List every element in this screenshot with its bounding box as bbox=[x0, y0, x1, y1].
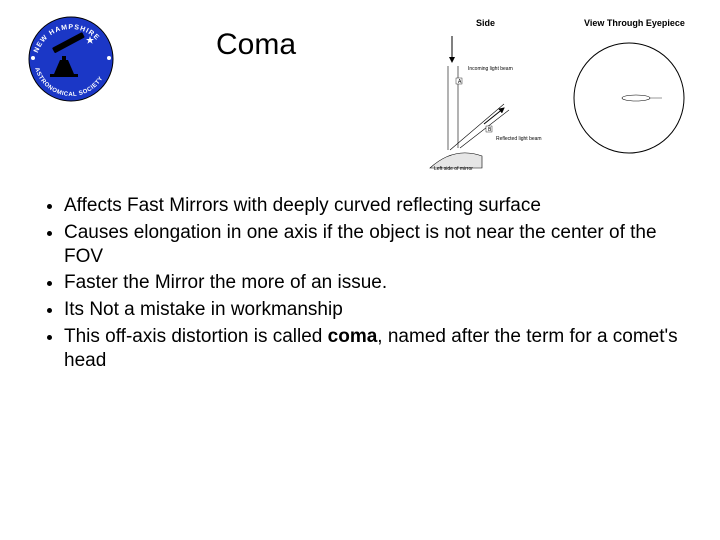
list-item: This off-axis distortion is called coma,… bbox=[64, 325, 680, 373]
incoming-beam-label: Incoming light beam bbox=[468, 66, 513, 72]
bullet-text: Causes elongation in one axis if the obj… bbox=[64, 222, 657, 267]
list-item: Faster the Mirror the more of an issue. bbox=[64, 271, 680, 295]
society-logo: NEW HAMPSHIRE ASTRONOMICAL SOCIETY bbox=[16, 14, 126, 104]
coma-diagram: Side View Through Eyepiece bbox=[414, 18, 714, 176]
point-b-label: B bbox=[488, 127, 491, 133]
bullet-text-pre: This off-axis distortion is called bbox=[64, 326, 328, 347]
bullet-list: Affects Fast Mirrors with deeply curved … bbox=[40, 194, 680, 375]
bullet-text-bold: coma bbox=[328, 326, 378, 347]
point-a-label: A bbox=[458, 79, 461, 85]
list-item: Its Not a mistake in workmanship bbox=[64, 298, 680, 322]
bullet-text: Its Not a mistake in workmanship bbox=[64, 299, 343, 320]
reflected-beam-label: Reflected light beam bbox=[496, 136, 542, 142]
mirror-edge-label: Left side of mirror bbox=[434, 166, 473, 172]
bullet-text: Faster the Mirror the more of an issue. bbox=[64, 272, 387, 293]
list-item: Causes elongation in one axis if the obj… bbox=[64, 221, 680, 269]
slide-title: Coma bbox=[216, 28, 296, 62]
bullet-text: Affects Fast Mirrors with deeply curved … bbox=[64, 195, 541, 216]
list-item: Affects Fast Mirrors with deeply curved … bbox=[64, 194, 680, 218]
